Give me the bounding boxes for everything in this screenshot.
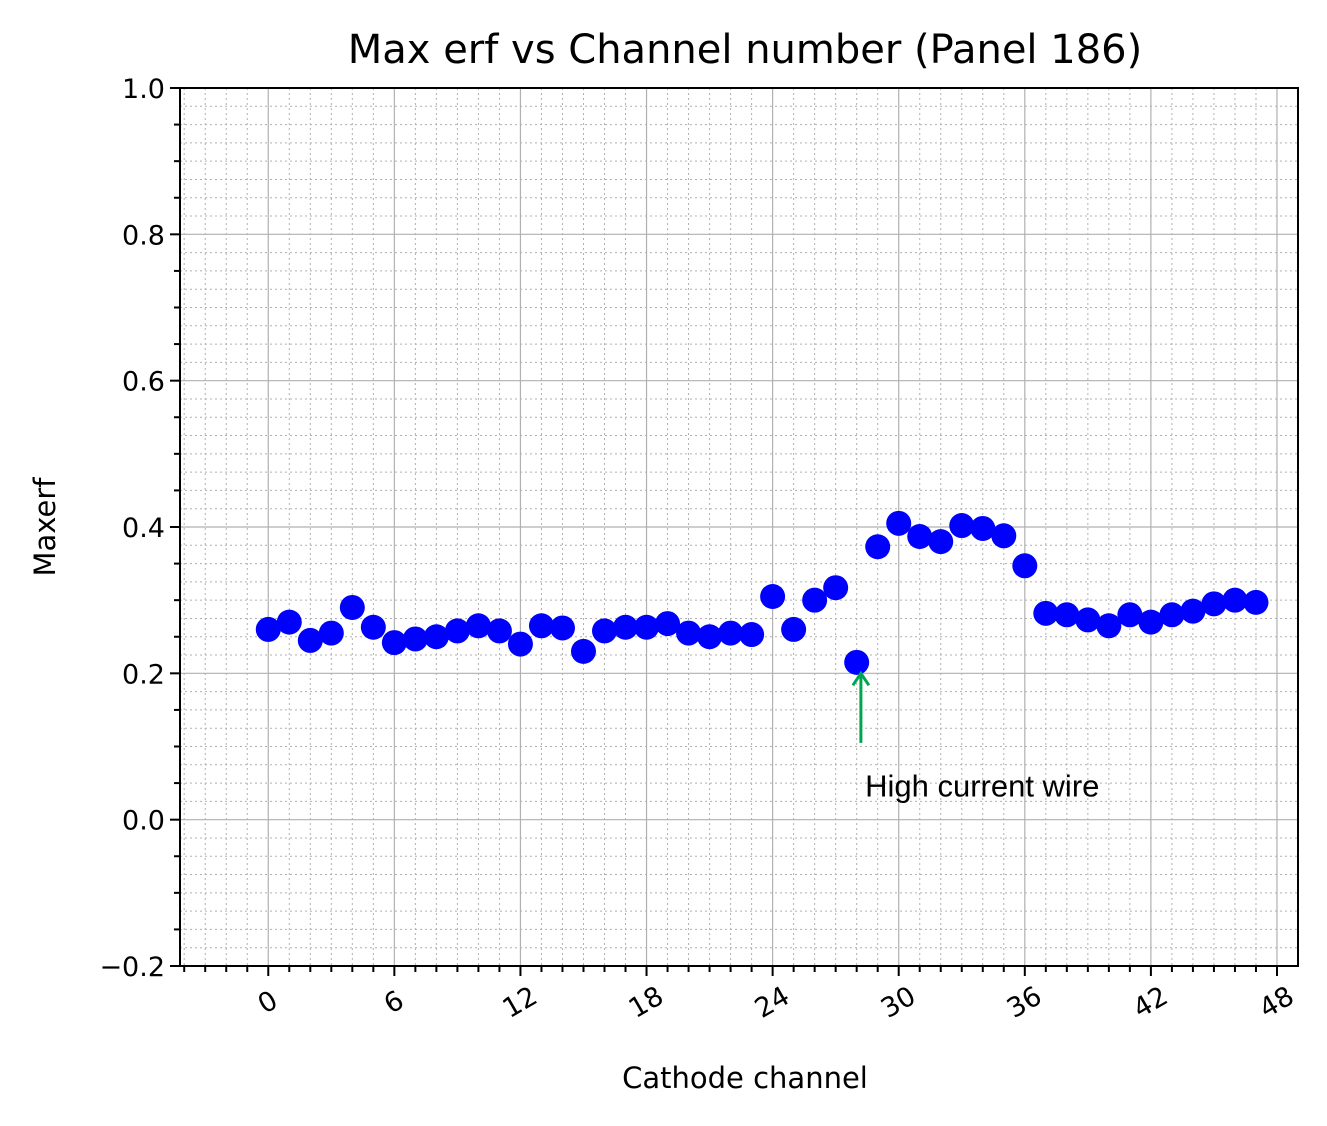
annotation-arrow-head bbox=[851, 670, 871, 687]
data-point bbox=[886, 510, 912, 536]
data-point bbox=[276, 609, 302, 635]
data-point bbox=[1138, 609, 1164, 635]
data-point bbox=[1201, 591, 1227, 617]
data-point bbox=[760, 584, 786, 610]
x-tick-labels: 0 6 12 18 24 30 36 42 48 bbox=[253, 981, 1300, 1025]
y-tick-label: 0.2 bbox=[122, 659, 165, 690]
data-point bbox=[781, 616, 807, 642]
data-point bbox=[339, 594, 365, 620]
axis-ticks bbox=[170, 87, 1278, 976]
data-point bbox=[1159, 602, 1185, 628]
chart-title: Max erf vs Channel number (Panel 186) bbox=[348, 27, 1142, 73]
data-point bbox=[1054, 602, 1080, 628]
annotation-label: High current wire bbox=[865, 769, 1099, 804]
data-point bbox=[255, 616, 281, 642]
x-tick-label: 48 bbox=[1254, 981, 1299, 1025]
data-point bbox=[402, 626, 428, 652]
data-point bbox=[823, 575, 849, 601]
y-tick-label: 0.0 bbox=[122, 806, 165, 837]
data-point bbox=[528, 613, 554, 639]
y-tick-label: 0.6 bbox=[122, 367, 165, 398]
y-axis-label: Maxerf bbox=[28, 477, 62, 577]
data-point bbox=[613, 614, 639, 640]
x-tick-label: 24 bbox=[750, 981, 795, 1025]
data-point bbox=[928, 529, 954, 555]
annotation: High current wire bbox=[851, 670, 1099, 804]
data-point bbox=[592, 618, 618, 644]
data-point bbox=[1033, 600, 1059, 626]
y-tick-label: 0.8 bbox=[122, 220, 165, 251]
data-point bbox=[844, 649, 870, 675]
data-point bbox=[718, 620, 744, 646]
data-point bbox=[1222, 587, 1248, 613]
data-point bbox=[1117, 602, 1143, 628]
data-point bbox=[697, 624, 723, 650]
data-point bbox=[507, 631, 533, 657]
data-points bbox=[255, 510, 1269, 675]
data-point bbox=[297, 627, 323, 653]
x-tick-label: 18 bbox=[624, 981, 669, 1025]
data-point bbox=[423, 624, 449, 650]
data-point bbox=[1075, 607, 1101, 633]
data-point bbox=[949, 513, 975, 539]
data-point bbox=[318, 620, 344, 646]
data-point bbox=[991, 523, 1017, 549]
data-point bbox=[570, 638, 596, 664]
data-point bbox=[444, 618, 470, 644]
plot-frame bbox=[179, 87, 1299, 967]
y-tick-labels: −0.2 0.0 0.2 0.4 0.6 0.8 1.0 bbox=[99, 74, 165, 983]
data-point bbox=[486, 618, 512, 644]
y-tick-label: 0.4 bbox=[122, 513, 165, 544]
data-point bbox=[907, 524, 933, 550]
data-point bbox=[970, 515, 996, 541]
data-point bbox=[655, 611, 681, 637]
x-axis-label: Cathode channel bbox=[622, 1061, 868, 1095]
data-point bbox=[549, 615, 575, 641]
x-tick-label: 12 bbox=[498, 981, 543, 1025]
data-point bbox=[465, 613, 491, 639]
x-tick-label: 6 bbox=[379, 985, 409, 1020]
data-point bbox=[1243, 589, 1269, 615]
data-point bbox=[1180, 598, 1206, 624]
data-point bbox=[802, 587, 828, 613]
x-tick-label: 30 bbox=[876, 981, 921, 1025]
x-tick-label: 0 bbox=[253, 985, 283, 1020]
data-point bbox=[381, 630, 407, 656]
y-tick-label: 1.0 bbox=[122, 74, 165, 105]
data-point bbox=[739, 622, 765, 648]
data-point bbox=[1096, 613, 1122, 639]
y-tick-label: −0.2 bbox=[99, 952, 165, 983]
data-point bbox=[634, 614, 660, 640]
data-point bbox=[360, 614, 386, 640]
data-point bbox=[676, 620, 702, 646]
data-point bbox=[1012, 553, 1038, 579]
data-point bbox=[865, 534, 891, 560]
x-tick-label: 36 bbox=[1002, 981, 1047, 1025]
x-tick-label: 42 bbox=[1128, 981, 1173, 1025]
